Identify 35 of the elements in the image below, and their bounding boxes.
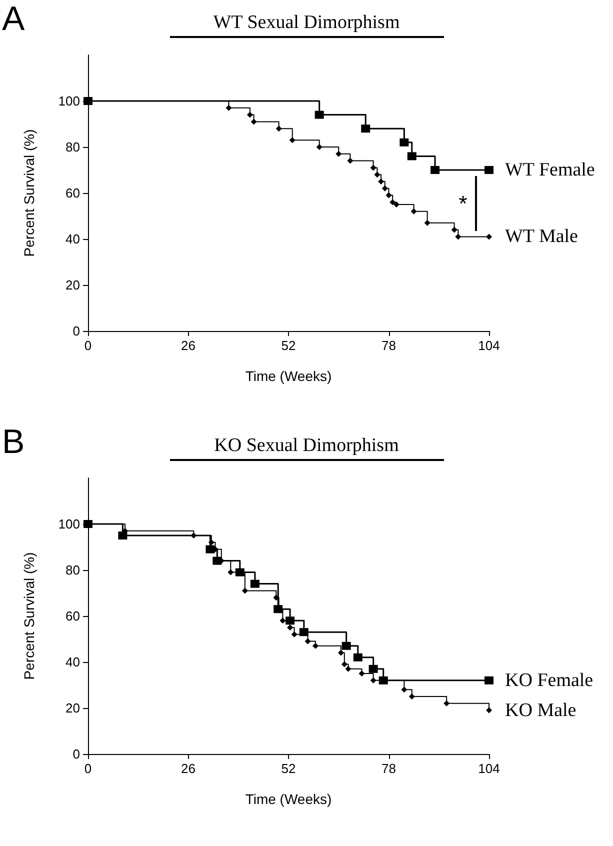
y-tick-label: 40 bbox=[66, 654, 80, 670]
x-tick-label: 52 bbox=[281, 761, 296, 776]
y-tick-label: 80 bbox=[66, 562, 80, 578]
y-tick-label: 40 bbox=[66, 232, 80, 246]
x-tick-label: 0 bbox=[84, 338, 92, 353]
annotation: * bbox=[458, 190, 468, 216]
text: B bbox=[2, 423, 25, 461]
y-axis-title: Percent Survival (%) bbox=[21, 129, 37, 257]
y-tick-label: 100 bbox=[58, 94, 80, 108]
y-tick-label: 80 bbox=[66, 140, 80, 154]
y-tick-label: 0 bbox=[72, 324, 80, 338]
y-axis-title: Percent Survival (%) bbox=[21, 552, 37, 680]
text: A bbox=[2, 0, 25, 38]
y-tick-label: 60 bbox=[66, 608, 80, 624]
x-axis-title: Time (Weeks) bbox=[245, 368, 332, 384]
x-tick-label: 104 bbox=[478, 338, 500, 353]
series-label: WT Male bbox=[505, 226, 578, 248]
x-tick-label: 26 bbox=[181, 338, 196, 353]
y-tick-label: 0 bbox=[72, 746, 80, 762]
x-tick-label: 52 bbox=[281, 338, 296, 353]
x-tick-label: 104 bbox=[478, 761, 500, 776]
y-tick-label: 100 bbox=[58, 516, 80, 532]
x-tick-label: 78 bbox=[382, 761, 396, 776]
series-label: WT Female bbox=[505, 160, 595, 180]
x-tick-label: 26 bbox=[181, 761, 196, 776]
y-tick-label: 20 bbox=[66, 278, 80, 292]
x-tick-label: 0 bbox=[84, 761, 92, 776]
y-tick-label: 20 bbox=[66, 700, 80, 716]
series-label: KO Male bbox=[505, 700, 576, 721]
chart-title: KO Sexual Dimorphism bbox=[214, 435, 400, 456]
y-tick-label: 60 bbox=[66, 186, 80, 200]
series-label: KO Female bbox=[505, 670, 594, 691]
chart-title: WT Sexual Dimorphism bbox=[213, 12, 400, 33]
x-axis-title: Time (Weeks) bbox=[245, 791, 332, 807]
x-tick-label: 78 bbox=[382, 338, 396, 353]
